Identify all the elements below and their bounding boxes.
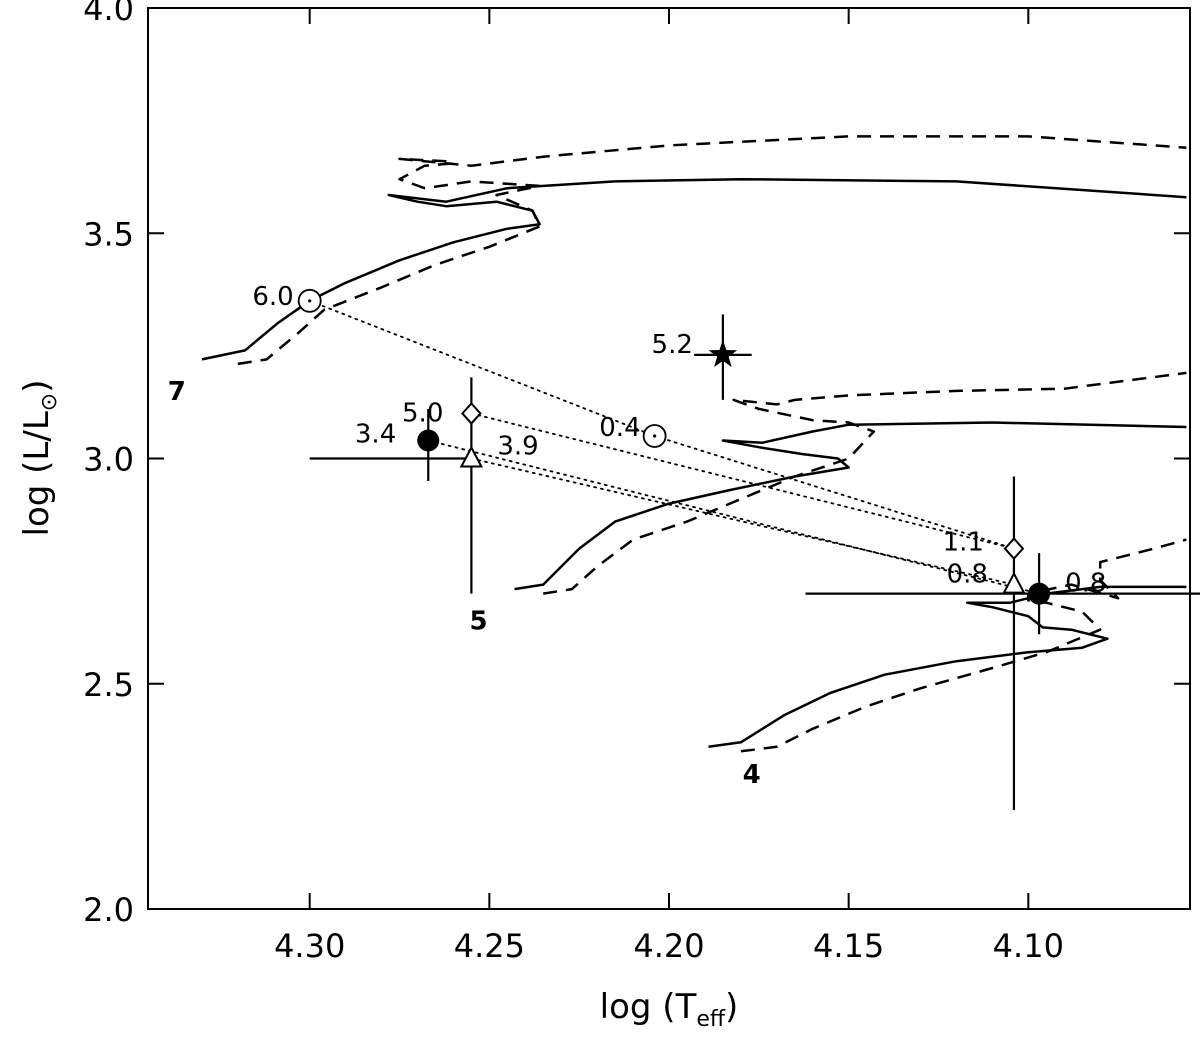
point-label: 5.2 (652, 330, 693, 360)
point-labels: 6.0 0.4 5.0 1.1 3.9 0.8 3.4 0.8 5.2 (252, 282, 1106, 599)
track-mass-label: 4 (743, 760, 761, 790)
track-5msun-dashed (543, 371, 1187, 595)
track-4msun-solid (708, 585, 1187, 749)
point-label: 0.8 (947, 560, 988, 590)
dotted-connector (470, 412, 1015, 550)
x-axis-label-sub: eff (696, 1007, 726, 1032)
point-label: 3.4 (355, 419, 396, 449)
dotted-connector (427, 439, 1040, 595)
point-label: 5.0 (402, 398, 443, 428)
track-mass-label: 5 (470, 607, 488, 637)
dotted-connectors (308, 299, 1040, 595)
x-tick-label: 4.20 (633, 927, 704, 965)
y-tick-label: 2.0 (83, 891, 134, 929)
filled-circle-marker (417, 429, 440, 452)
axis-ticks: 4.30 4.25 4.20 4.15 4.10 2.0 2.5 3.0 3.5 4.0 (83, 0, 1190, 965)
dotted-connector (653, 435, 1015, 550)
point-label: 3.9 (497, 432, 538, 462)
y-axis-label-main: log (L/L (17, 411, 57, 536)
point-label: 0.8 (1065, 569, 1106, 599)
open-triangle-marker (459, 445, 484, 468)
dotted-connector (470, 457, 1015, 586)
y-tick-label: 4.0 (83, 0, 134, 28)
x-tick-label: 4.25 (454, 927, 525, 965)
x-tick-label: 4.30 (274, 927, 345, 965)
x-tick-label: 4.10 (993, 927, 1064, 965)
x-axis-label-main: log (T (600, 987, 697, 1027)
y-tick-label: 2.5 (83, 666, 134, 704)
x-tick-label: 4.15 (813, 927, 884, 965)
data-points (297, 288, 1051, 605)
filled-star-marker (708, 339, 738, 367)
open-diamond-marker (1003, 537, 1025, 561)
plot-frame (147, 7, 1191, 910)
y-tick-label: 3.0 (83, 441, 134, 479)
evolutionary-tracks (201, 135, 1187, 753)
y-axis-label-close: ) (17, 380, 57, 393)
point-label: 0.4 (599, 413, 640, 443)
track-5msun-solid (514, 421, 1187, 591)
y-tick-label: 3.5 (83, 215, 134, 253)
y-axis-label: log (L/L⊙) (17, 380, 62, 537)
x-axis-label-close: ) (725, 987, 738, 1027)
open-circle-center-dot (308, 299, 312, 303)
track-7msun-dashed (237, 135, 1187, 366)
open-diamond-marker (461, 401, 482, 425)
point-label: 1.1 (943, 528, 984, 558)
x-axis-label: log (Teff) (600, 987, 739, 1032)
track-mass-labels: 7 5 4 (168, 377, 761, 790)
point-label: 6.0 (252, 282, 293, 312)
y-axis-label-sub: ⊙ (37, 393, 62, 411)
dotted-connector (308, 299, 656, 437)
open-triangle-marker (1002, 571, 1026, 594)
track-mass-label: 7 (168, 377, 186, 407)
track-7msun-solid (201, 177, 1187, 361)
filled-circle-marker (1028, 582, 1051, 605)
open-circle-center-dot (653, 434, 657, 438)
track-4msun-dashed (740, 538, 1187, 753)
